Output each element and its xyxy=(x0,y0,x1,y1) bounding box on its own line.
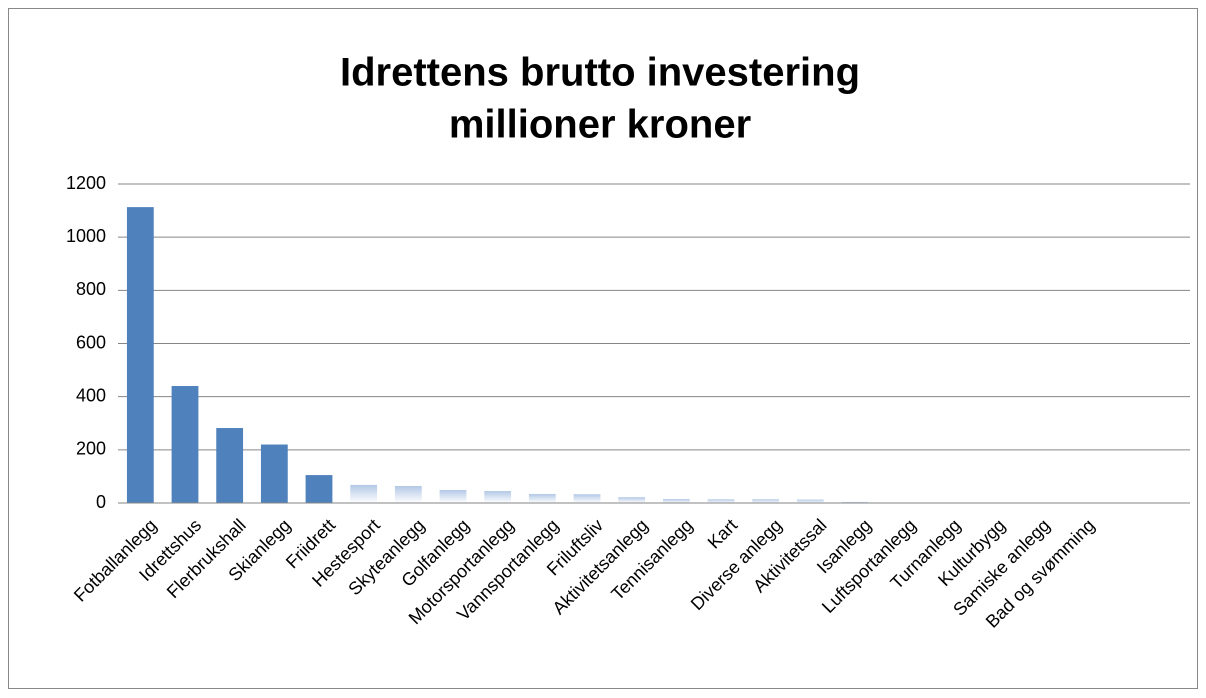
y-tick-label: 600 xyxy=(76,332,106,352)
chart-title: Idrettens brutto investering xyxy=(340,51,860,95)
bar xyxy=(841,501,869,503)
bar xyxy=(350,484,378,503)
chart-frame xyxy=(8,8,1198,689)
y-tick-label: 1000 xyxy=(66,226,106,246)
bar xyxy=(707,499,735,503)
bar xyxy=(126,207,154,503)
y-tick-label: 200 xyxy=(76,439,106,459)
y-tick-label: 0 xyxy=(96,492,106,512)
y-tick-label: 1200 xyxy=(66,173,106,193)
bar xyxy=(439,489,467,503)
bar xyxy=(394,485,422,503)
bar xyxy=(618,497,646,503)
y-tick-label: 800 xyxy=(76,279,106,299)
bar xyxy=(171,386,199,503)
bar xyxy=(484,491,512,503)
bar xyxy=(752,499,780,503)
y-tick-label: 400 xyxy=(76,385,106,405)
chart-title: millioner kroner xyxy=(449,103,751,147)
bar xyxy=(305,475,333,503)
bar xyxy=(573,494,601,503)
bar xyxy=(260,444,288,503)
bar xyxy=(796,499,824,503)
bar xyxy=(528,493,556,503)
bar xyxy=(216,428,244,503)
bar xyxy=(662,499,690,503)
